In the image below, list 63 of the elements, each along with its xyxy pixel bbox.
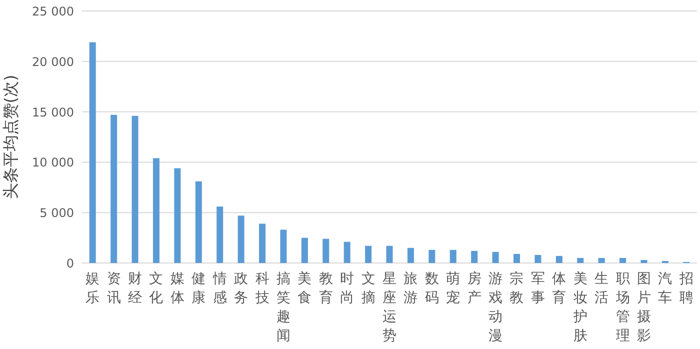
bar	[280, 230, 287, 263]
bar	[110, 114, 118, 263]
x-tick-label: 财经	[128, 271, 142, 306]
bar	[556, 256, 562, 263]
bar	[195, 181, 202, 263]
bar	[344, 242, 350, 263]
x-tick-label: 搞笑趣闻	[276, 271, 290, 344]
x-tick-label: 情感	[212, 271, 227, 306]
x-tick-label: 科技	[254, 271, 270, 306]
x-tick-label: 文摘	[361, 271, 376, 306]
y-axis-title: 头条平均点赞(次)	[1, 74, 20, 200]
x-tick-label: 体育	[552, 271, 566, 306]
bar	[534, 254, 542, 263]
bar	[301, 238, 308, 263]
y-tick-label: 10 000	[32, 156, 74, 170]
bar	[132, 116, 138, 263]
y-tick-label: 0	[66, 256, 74, 270]
x-tick-label: 职场管理	[614, 271, 630, 344]
y-tick-label: 25 000	[32, 4, 74, 18]
bar	[386, 246, 393, 263]
x-tick-label: 娱乐	[86, 271, 100, 306]
x-tick-label: 资讯	[106, 271, 121, 306]
bar	[513, 254, 520, 263]
bar	[259, 224, 266, 263]
x-tick-label: 招聘	[678, 271, 694, 306]
bar	[174, 168, 181, 263]
bar	[152, 158, 160, 263]
bar	[598, 258, 605, 263]
x-tick-label: 美食	[298, 271, 312, 306]
y-tick-label: 5 000	[40, 206, 74, 220]
y-tick-label: 20 000	[32, 54, 74, 69]
y-tick-label: 15 000	[32, 105, 74, 120]
bar	[577, 258, 584, 263]
bar	[492, 252, 499, 263]
x-tick-label: 宗教	[510, 271, 524, 306]
bar	[407, 248, 414, 263]
bar	[450, 250, 456, 263]
x-tick-label: 美妆护肤	[572, 271, 588, 344]
bar	[620, 258, 626, 263]
bar	[640, 260, 648, 263]
bar	[365, 246, 372, 263]
x-tick-label: 数码	[424, 271, 439, 306]
bar	[216, 206, 224, 263]
x-tick-label: 房产	[467, 271, 482, 306]
bar	[428, 250, 436, 263]
bar	[322, 238, 330, 263]
x-tick-label: 教育	[318, 271, 333, 306]
x-tick-label: 生活	[594, 271, 609, 306]
x-tick-label: 汽车	[658, 271, 672, 306]
x-tick-label: 时尚	[340, 271, 354, 306]
bar	[471, 250, 478, 263]
x-tick-label: 媒体	[170, 271, 184, 306]
x-tick-label: 政务	[234, 271, 248, 306]
bar	[238, 216, 244, 263]
x-tick-label: 健康	[192, 271, 206, 306]
bar	[89, 42, 96, 263]
x-tick-label: 游戏动漫	[488, 271, 503, 344]
x-tick-label: 文化	[149, 271, 164, 306]
x-tick-label: 旅游	[404, 271, 418, 306]
x-tick-label: 星座运势	[382, 271, 396, 344]
x-tick-label: 图片摄影	[636, 271, 651, 344]
x-tick-label: 军事	[530, 271, 545, 306]
x-tick-label: 萌宠	[446, 271, 460, 306]
